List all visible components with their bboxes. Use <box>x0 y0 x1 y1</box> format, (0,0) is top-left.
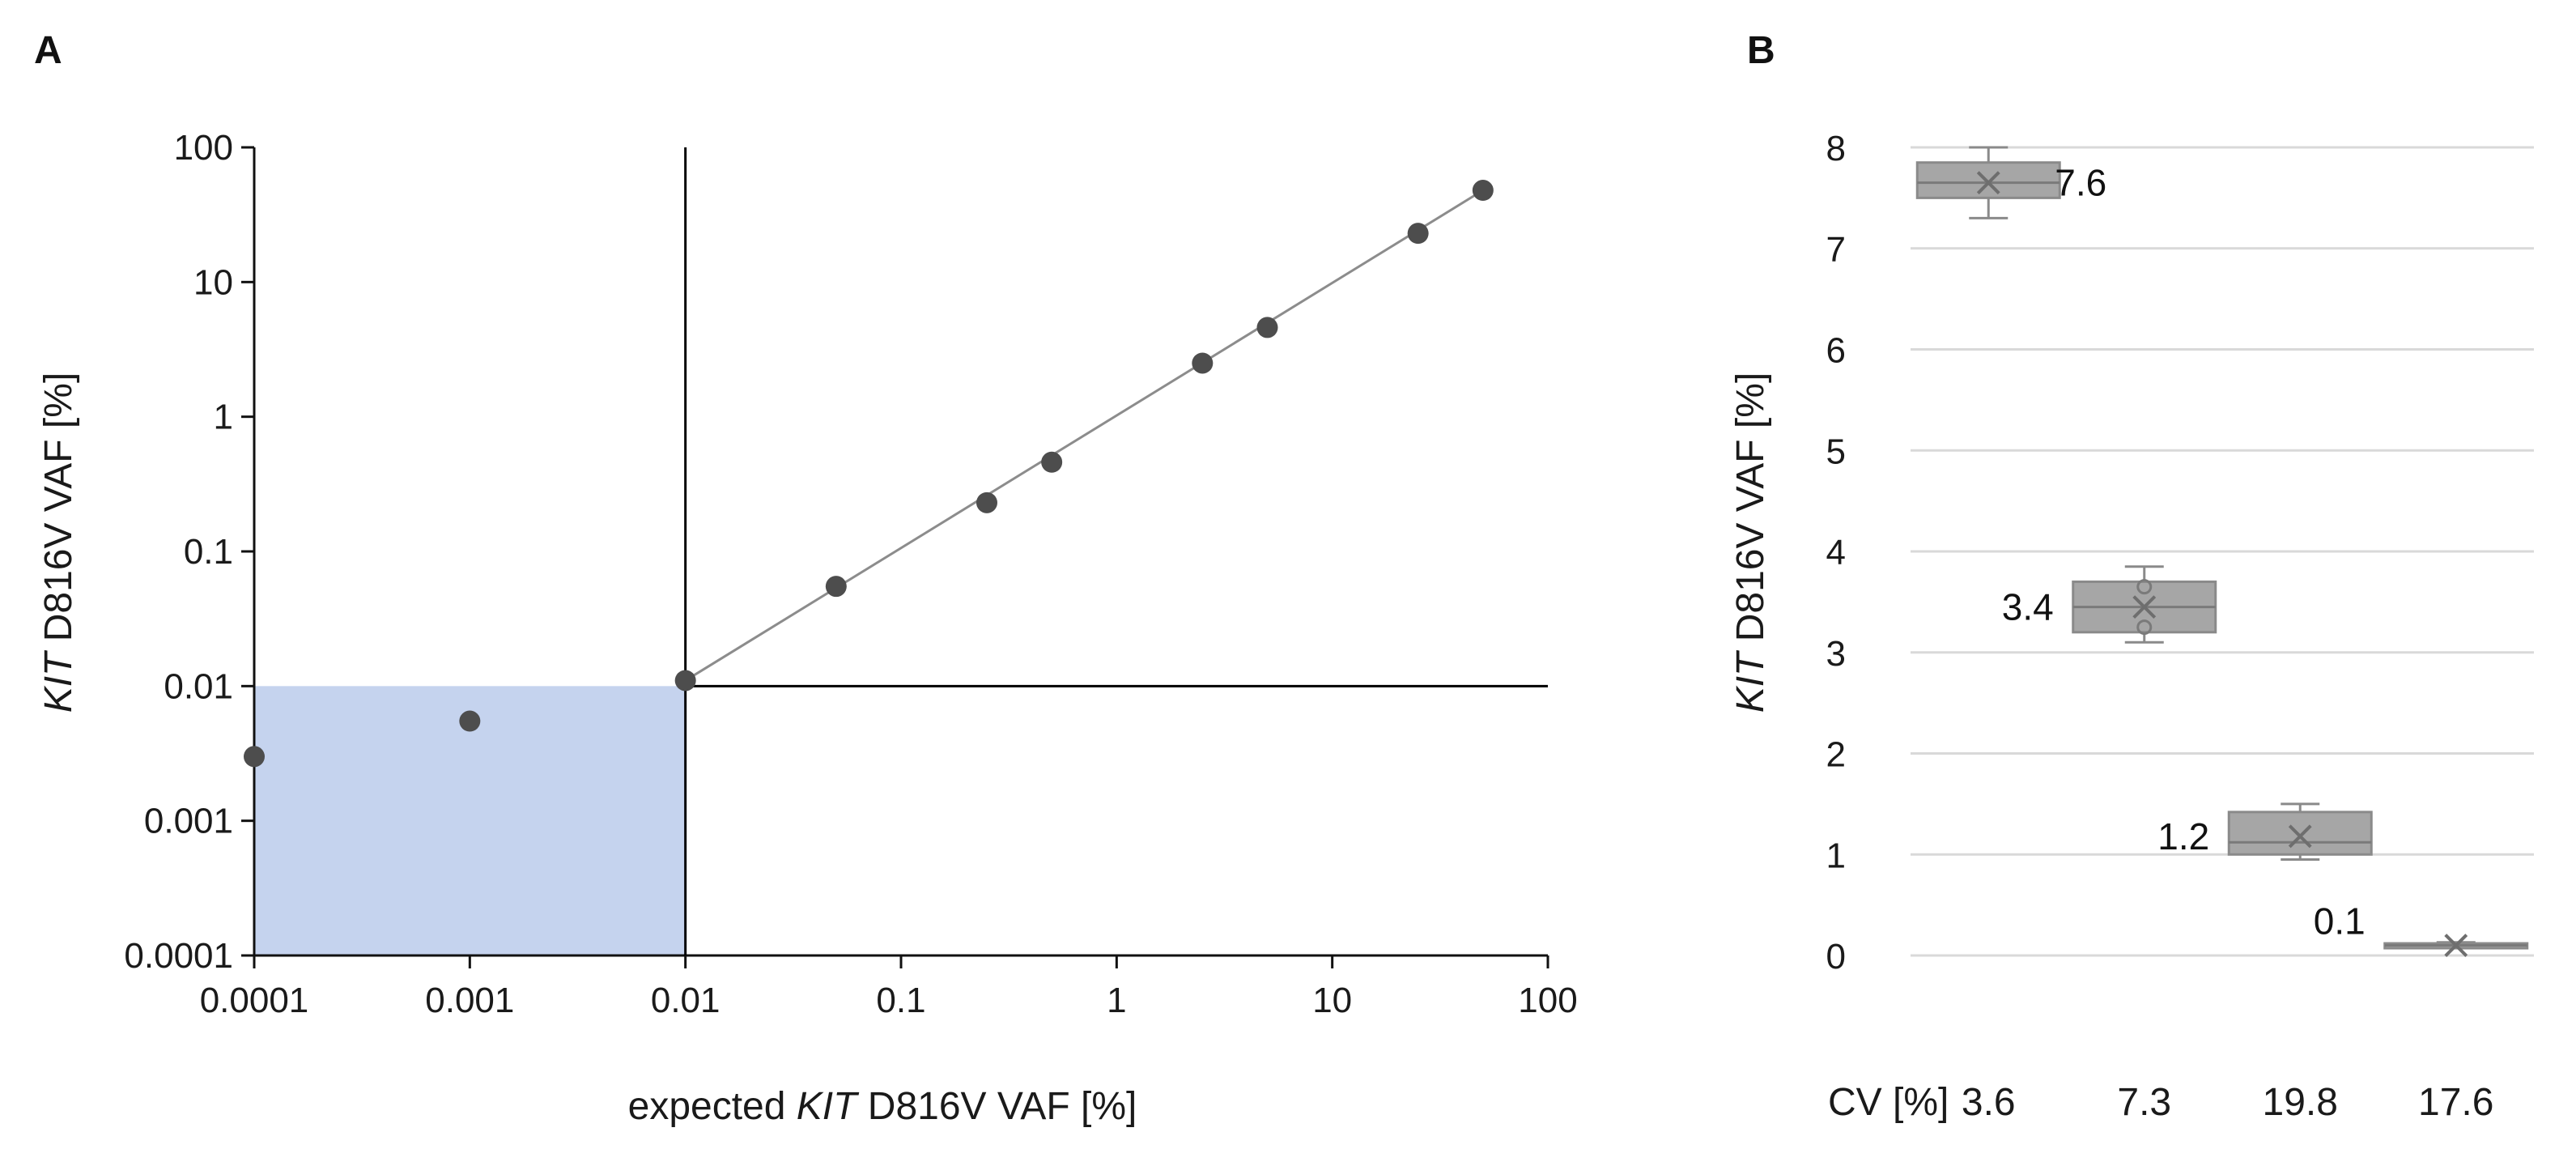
mean-marker <box>2444 934 2468 957</box>
y-axis-label-b: KIT D816V VAF [%] <box>1729 372 1772 713</box>
box-value-label: 1.2 <box>2157 815 2209 857</box>
y-tick-label-a: 10 <box>193 262 233 302</box>
cv-values: 3.6 7.3 19.8 17.6 <box>1962 1081 2494 1124</box>
box-value-label: 7.6 <box>2055 162 2106 204</box>
data-point <box>976 492 997 513</box>
trendline <box>684 189 1484 682</box>
data-point <box>459 710 481 732</box>
y-tick-label-b: 7 <box>1826 230 1846 270</box>
x-ticks-a: 0.0001 0.001 0.01 0.1 1 10 100 <box>200 955 1578 1020</box>
box-group: 1.2 <box>2157 802 2373 861</box>
y-tick-label-b: 5 <box>1826 432 1846 471</box>
data-point <box>1256 317 1278 338</box>
box-value-label: 0.1 <box>2314 900 2366 943</box>
data-point <box>674 670 696 692</box>
cv-value: 19.8 <box>2263 1081 2338 1124</box>
data-point <box>1041 451 1063 473</box>
box <box>1915 161 2061 199</box>
data-point <box>1472 180 1494 202</box>
y-tick-label-b: 4 <box>1826 533 1846 572</box>
data-point <box>825 576 847 598</box>
y-tick-label-a: 0.01 <box>164 666 233 706</box>
box-group: 7.6 <box>1915 146 2106 219</box>
gridlines-b <box>1911 146 2534 957</box>
mean-marker <box>2288 824 2312 849</box>
x-tick-label-a: 0.1 <box>876 981 925 1020</box>
y-tick-label-a: 1 <box>214 398 233 437</box>
data-point <box>1192 352 1214 374</box>
data-point <box>244 746 265 768</box>
cv-value: 17.6 <box>2418 1081 2493 1124</box>
y-tick-label-b: 3 <box>1826 634 1846 674</box>
x-tick-label-a: 1 <box>1107 981 1126 1020</box>
y-tick-label-b: 1 <box>1826 836 1846 875</box>
outlier-point <box>2136 579 2153 595</box>
y-ticks-a: 0.0001 0.001 0.01 0.1 1 10 100 <box>124 128 254 976</box>
y-tick-label-b: 8 <box>1826 129 1846 168</box>
y-axis-label-a: KIT D816V VAF [%] <box>37 372 80 713</box>
x-tick-label-a: 10 <box>1312 981 1352 1020</box>
y-tick-label-a: 0.0001 <box>124 936 233 976</box>
cv-label: CV [%] <box>1828 1081 1949 1124</box>
x-tick-label-a: 0.01 <box>651 981 721 1020</box>
x-tick-label-a: 0.001 <box>425 981 514 1020</box>
boxes: 7.6 3.4 1.2 0.1 <box>1915 146 2529 957</box>
x-axis-label-a: expected KIT D816V VAF [%] <box>628 1085 1137 1128</box>
cv-value: 7.3 <box>2117 1081 2171 1124</box>
data-point <box>1407 223 1429 245</box>
y-tick-label-a: 100 <box>174 128 233 168</box>
x-tick-label-a: 0.0001 <box>200 981 309 1020</box>
mean-marker <box>2132 595 2157 619</box>
y-tick-label-b: 0 <box>1826 937 1846 977</box>
y-tick-label-b: 2 <box>1826 735 1846 775</box>
cv-value: 3.6 <box>1962 1081 2016 1124</box>
data-points <box>244 180 1494 768</box>
panel-b-label: B <box>1747 29 1775 72</box>
box-value-label: 3.4 <box>2002 586 2054 628</box>
y-tick-label-a: 0.1 <box>184 532 233 572</box>
box-group: 3.4 <box>2002 565 2217 644</box>
panel-b: B 0 1 2 3 4 5 6 7 8 7.6 3.4 1.2 0.1 KIT D816V VAF [… <box>1729 29 2534 1124</box>
panel-a-label: A <box>34 29 62 72</box>
box <box>2227 811 2373 856</box>
outlier-point <box>2136 619 2153 636</box>
box-group: 0.1 <box>2314 900 2529 957</box>
mean-marker <box>1976 171 2000 195</box>
y-tick-label-a: 0.001 <box>144 802 233 841</box>
x-tick-label-a: 100 <box>1518 981 1577 1020</box>
y-tick-label-b: 6 <box>1826 331 1846 371</box>
y-ticks-b: 0 1 2 3 4 5 6 7 8 <box>1826 129 1846 977</box>
